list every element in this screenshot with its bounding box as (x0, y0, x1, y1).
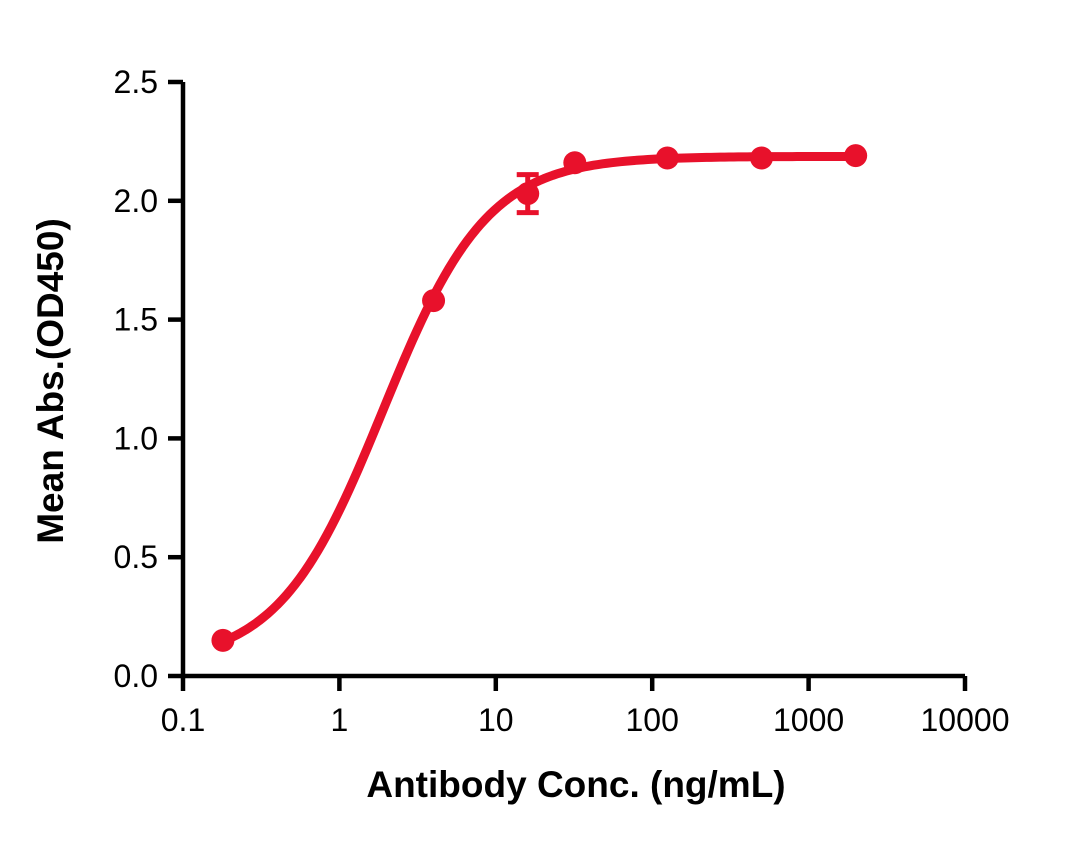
y-tick-label: 1.5 (114, 302, 158, 338)
data-point-marker (750, 146, 774, 170)
x-tick-label: 10 (478, 702, 514, 738)
x-tick-label: 100 (626, 702, 679, 738)
axes: 0.0 0.5 1.0 1.5 2.0 2.5 0.1 1 10 100 1000 10000 (114, 64, 1010, 738)
y-tick-label: 1.0 (114, 420, 158, 456)
fit-curve (218, 151, 861, 646)
y-axis-title: Mean Abs.(OD450) (30, 218, 71, 544)
y-tick-label: 0.0 (114, 658, 158, 694)
fit-curve-path (218, 151, 861, 646)
y-tick-label: 2.5 (114, 64, 158, 100)
y-tick-label: 2.0 (114, 183, 158, 219)
data-point-marker (844, 144, 868, 168)
data-point-marker (211, 628, 235, 652)
data-points (211, 144, 868, 652)
x-tick-label: 10000 (921, 702, 1010, 738)
x-tick-label: 0.1 (161, 702, 205, 738)
x-axis-title: Antibody Conc. (ng/mL) (366, 764, 785, 805)
x-tick-label: 1000 (773, 702, 844, 738)
data-point-marker (422, 289, 446, 313)
data-point-marker (563, 151, 587, 175)
y-tick-label: 0.5 (114, 539, 158, 575)
data-point-marker (655, 146, 679, 170)
x-tick-label: 1 (331, 702, 349, 738)
data-point-marker (516, 182, 540, 206)
